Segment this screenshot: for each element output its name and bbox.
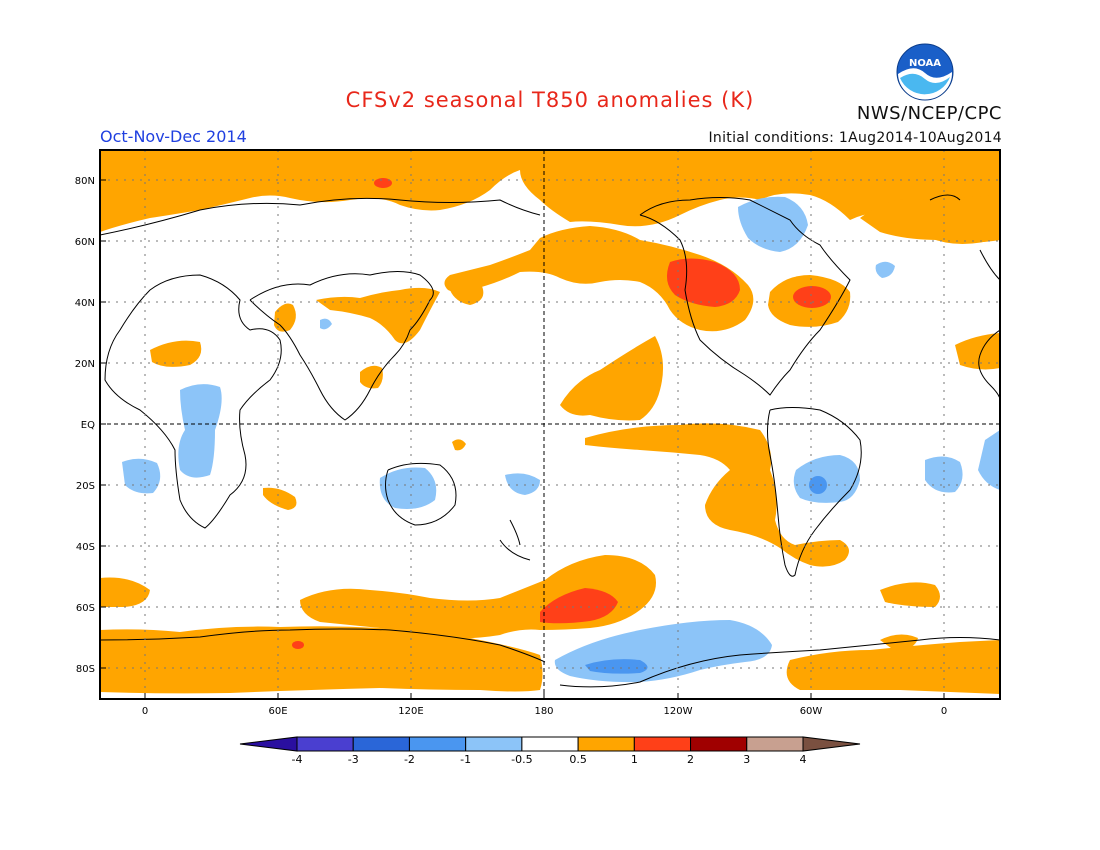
season-label: Oct-Nov-Dec 2014 [100, 127, 247, 146]
lat-label: EQ [81, 420, 95, 431]
lon-label: 60W [800, 706, 823, 717]
lat-label: 40S [76, 542, 95, 553]
colorbar-swatch [521, 736, 579, 752]
lon-label: 120W [664, 706, 693, 717]
agency-label: NWS/NCEP/CPC [856, 103, 1002, 124]
colorbar-max-arrow [802, 736, 861, 752]
lon-labels: 0 60E 120E 180 120W 60W 0 [142, 706, 947, 717]
noaa-logo: NOAA [896, 43, 954, 101]
lat-label: 80N [75, 176, 95, 187]
colorbar-label: 4 [800, 753, 807, 766]
lon-label: 180 [534, 706, 553, 717]
axis-ticks [100, 179, 945, 699]
colorbar-min-arrow [239, 736, 298, 752]
lat-label: 80S [76, 664, 95, 675]
colorbar-label: 0.5 [569, 753, 587, 766]
colorbar-label: -0.5 [511, 753, 532, 766]
colorbar: -4 -3 -2 -1 -0.5 0.5 1 2 3 4 [239, 736, 861, 766]
anomaly-fields [100, 150, 1000, 694]
initial-conditions-label: Initial conditions: 1Aug2014-10Aug2014 [708, 130, 1002, 146]
lat-label: 60S [76, 603, 95, 614]
colorbar-label: 1 [631, 753, 638, 766]
lon-label: 120E [398, 706, 423, 717]
colorbar-swatch [408, 736, 467, 752]
lon-label: 60E [268, 706, 287, 717]
colorbar-label: -1 [460, 753, 471, 766]
lat-label: 40N [75, 298, 95, 309]
lat-label: 20S [76, 481, 95, 492]
colorbar-label: -2 [404, 753, 415, 766]
lon-label: 0 [941, 706, 947, 717]
lat-labels: 80N 60N 40N 20N EQ 20S 40S 60S 80S [75, 176, 95, 675]
logo-text: NOAA [909, 58, 941, 69]
lon-label: 0 [142, 706, 148, 717]
colorbar-label: 3 [743, 753, 750, 766]
colorbar-swatch [746, 736, 804, 752]
colorbar-label: -4 [292, 753, 303, 766]
colorbar-swatch [296, 736, 354, 752]
colorbar-swatch [465, 736, 523, 752]
lat-label: 20N [75, 359, 95, 370]
colorbar-label: 2 [687, 753, 694, 766]
colorbar-label: -3 [348, 753, 359, 766]
colorbar-swatch [633, 736, 692, 752]
chart-title: CFSv2 seasonal T850 anomalies (K) [345, 88, 755, 112]
lat-label: 60N [75, 237, 95, 248]
colorbar-swatch [690, 736, 748, 752]
colorbar-swatch [577, 736, 635, 752]
coastlines [100, 194, 1000, 688]
reference-lines [100, 150, 1000, 699]
grid-lines [100, 150, 1000, 699]
colorbar-swatch [352, 736, 410, 752]
